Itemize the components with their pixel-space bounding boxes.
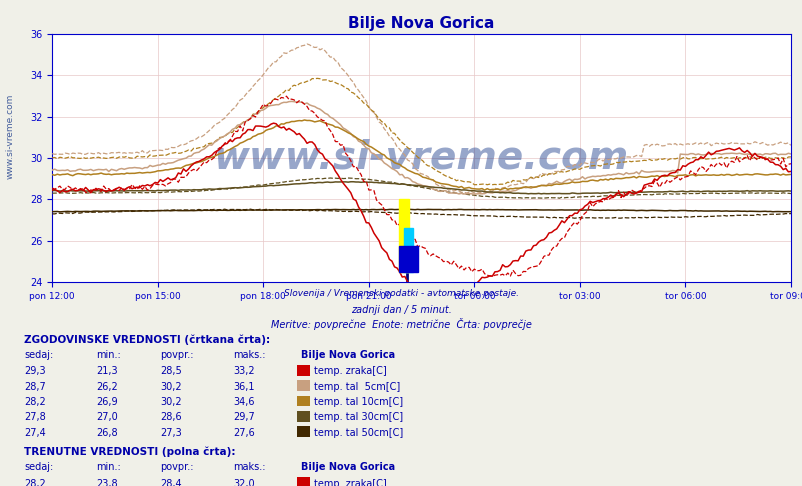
Text: 36,1: 36,1 [233,382,254,392]
Text: 29,7: 29,7 [233,412,254,422]
Text: povpr.:: povpr.: [160,350,194,360]
Text: zadnji dan / 5 minut.: zadnji dan / 5 minut. [350,306,452,315]
Text: Slovenija / Vremenski podatki - avtomatske postaje.: Slovenija / Vremenski podatki - avtomats… [284,290,518,298]
Text: temp. tal 10cm[C]: temp. tal 10cm[C] [314,397,403,407]
Text: 27,3: 27,3 [160,428,182,437]
Text: www.si-vreme.com: www.si-vreme.com [5,93,14,179]
Title: Bilje Nova Gorica: Bilje Nova Gorica [348,17,494,32]
Text: sedaj:: sedaj: [24,350,53,360]
Text: 28,2: 28,2 [24,397,46,407]
Text: povpr.:: povpr.: [160,462,194,472]
Bar [399,246,417,272]
Text: sedaj:: sedaj: [24,462,53,472]
Text: 30,2: 30,2 [160,397,182,407]
Text: www.si-vreme.com: www.si-vreme.com [213,139,629,177]
Text: 26,2: 26,2 [96,382,118,392]
Text: temp. tal 50cm[C]: temp. tal 50cm[C] [314,428,403,437]
Text: maks.:: maks.: [233,462,265,472]
Text: Meritve: povprečne  Enote: metrične  Črta: povprečje: Meritve: povprečne Enote: metrične Črta:… [271,318,531,330]
Text: temp. tal 30cm[C]: temp. tal 30cm[C] [314,412,403,422]
Text: 34,6: 34,6 [233,397,254,407]
Bar [403,228,413,272]
Text: 33,2: 33,2 [233,366,254,376]
Text: 26,9: 26,9 [96,397,118,407]
Text: 26,8: 26,8 [96,428,118,437]
Text: ZGODOVINSKE VREDNOSTI (črtkana črta):: ZGODOVINSKE VREDNOSTI (črtkana črta): [24,334,270,345]
Text: 23,8: 23,8 [96,479,118,486]
Text: 27,0: 27,0 [96,412,118,422]
Text: maks.:: maks.: [233,350,265,360]
Text: 32,0: 32,0 [233,479,254,486]
Text: min.:: min.: [96,462,121,472]
Text: 30,2: 30,2 [160,382,182,392]
Text: 28,2: 28,2 [24,479,46,486]
Bar [399,199,408,272]
Text: Bilje Nova Gorica: Bilje Nova Gorica [301,462,395,472]
Text: 27,8: 27,8 [24,412,46,422]
Text: temp. zraka[C]: temp. zraka[C] [314,479,387,486]
Text: 28,4: 28,4 [160,479,182,486]
Text: 28,6: 28,6 [160,412,182,422]
Text: 21,3: 21,3 [96,366,118,376]
Text: 27,6: 27,6 [233,428,254,437]
Text: min.:: min.: [96,350,121,360]
Text: 28,5: 28,5 [160,366,182,376]
Text: temp. tal  5cm[C]: temp. tal 5cm[C] [314,382,399,392]
Text: TRENUTNE VREDNOSTI (polna črta):: TRENUTNE VREDNOSTI (polna črta): [24,447,235,457]
Text: Bilje Nova Gorica: Bilje Nova Gorica [301,350,395,360]
Text: 28,7: 28,7 [24,382,46,392]
Text: 29,3: 29,3 [24,366,46,376]
Text: temp. zraka[C]: temp. zraka[C] [314,366,387,376]
Text: 27,4: 27,4 [24,428,46,437]
